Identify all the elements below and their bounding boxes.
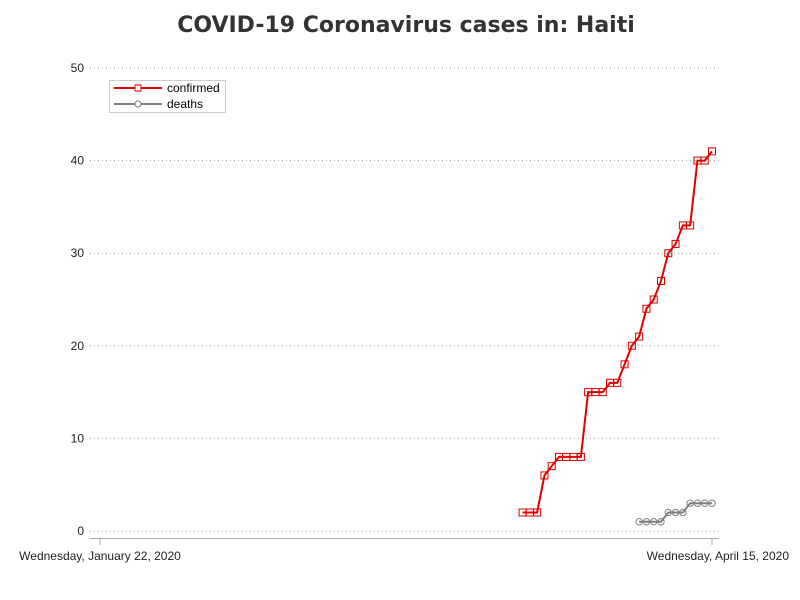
confirmed-point (547, 462, 556, 471)
confirmed-point (686, 221, 695, 230)
deaths-point (671, 508, 680, 517)
y-tick-label: 10 (71, 431, 85, 445)
deaths-point (664, 508, 672, 517)
y-tick-label: 30 (71, 246, 85, 260)
confirmed-point (635, 332, 644, 341)
confirmed-point (649, 295, 658, 304)
series-layer (518, 147, 716, 526)
series-deaths (635, 499, 716, 526)
deaths-line (639, 502, 712, 523)
confirmed-point (642, 304, 651, 313)
x-tick-label: Wednesday, April 15, 2020 (647, 549, 790, 563)
deaths-point (679, 508, 687, 517)
confirmed-point (700, 156, 709, 165)
confirmed-point (613, 378, 622, 387)
confirmed-line (522, 150, 713, 514)
confirmed-point (664, 249, 673, 258)
deaths-point (701, 499, 709, 507)
y-tick-label: 50 (71, 61, 85, 75)
x-axis: Wednesday, January 22, 2020 Wednesday, Ap… (19, 538, 789, 563)
deaths-point (693, 499, 702, 507)
x-tick-label: Wednesday, January 22, 2020 (19, 549, 181, 563)
confirmed-point (620, 360, 629, 369)
legend-square-icon (134, 84, 142, 92)
deaths-point (635, 518, 643, 526)
confirmed-point (533, 508, 542, 517)
y-axis: 0 10 20 30 40 50 (71, 61, 85, 538)
deaths-point (708, 499, 716, 507)
legend-item-confirmed[interactable]: confirmed (114, 81, 220, 95)
legend-box (109, 80, 226, 113)
confirmed-point (657, 276, 665, 285)
deaths-point (650, 518, 658, 526)
deaths-point (686, 499, 694, 507)
chart-title: COVID-19 Coronavirus cases in: Haiti (177, 13, 635, 38)
confirmed-point (671, 239, 680, 248)
y-tick-label: 40 (71, 154, 85, 168)
legend-item-deaths[interactable]: deaths (114, 97, 203, 111)
confirmed-point (540, 471, 549, 480)
confirmed-point (708, 147, 716, 156)
y-tick-label: 20 (71, 339, 85, 353)
series-confirmed (518, 147, 716, 517)
y-tick-label: 0 (77, 524, 84, 538)
confirmed-point (576, 452, 585, 461)
confirmed-point (598, 388, 607, 397)
legend-circle-icon (134, 100, 142, 108)
legend-label: deaths (167, 97, 203, 111)
deaths-point (642, 518, 651, 526)
deaths-point (657, 518, 665, 526)
legend[interactable]: confirmed deaths (109, 80, 226, 113)
grid (90, 67, 719, 532)
confirmed-point (627, 341, 636, 350)
legend-label: confirmed (167, 81, 220, 95)
